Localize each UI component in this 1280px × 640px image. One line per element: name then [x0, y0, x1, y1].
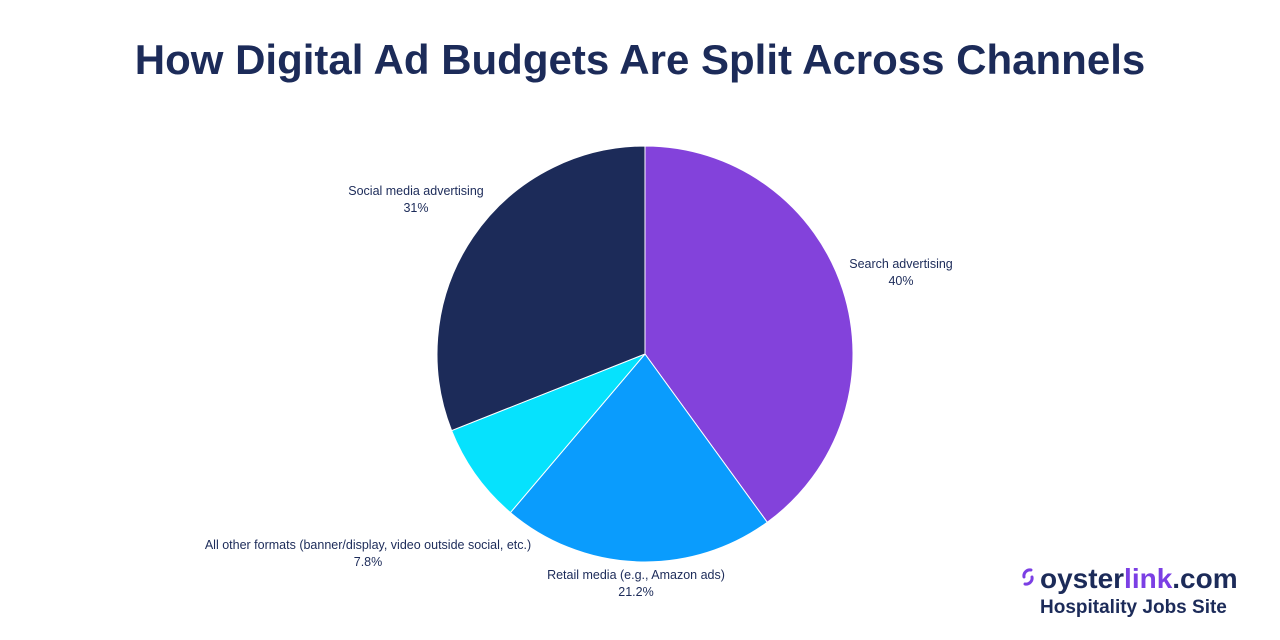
- logo-wordmark-suffix: .com: [1172, 563, 1238, 594]
- slice-label-1: Search advertising: [849, 257, 953, 271]
- chart-title: How Digital Ad Budgets Are Split Across …: [134, 36, 1146, 83]
- slice-value-label-2: 21.2%: [618, 585, 653, 599]
- slice-value-label-3: 7.8%: [354, 555, 383, 569]
- oyster-mark-icon: [1022, 568, 1034, 586]
- logo-wordmark-accent: link: [1124, 563, 1173, 594]
- pie-slice-2: [509, 353, 768, 563]
- pie-slice-1: [644, 145, 854, 523]
- slice-label-2: Retail media (e.g., Amazon ads): [547, 568, 725, 582]
- oysterlink-logo[interactable]: oysterlink.com Hospitality Jobs Site: [1018, 562, 1268, 632]
- logo-wordmark-dark: oyster: [1040, 563, 1125, 594]
- slice-label-3: All other formats (banner/display, video…: [205, 538, 531, 552]
- pie-slice-4: [436, 145, 646, 432]
- slice-value-label-4: 31%: [403, 201, 428, 215]
- slice-label-4: Social media advertising: [348, 184, 484, 198]
- logo-wordmark: oysterlink.com: [1040, 562, 1238, 596]
- pie-slice-3: [450, 353, 646, 514]
- logo-tagline: Hospitality Jobs Site: [1040, 597, 1227, 618]
- slice-value-label-1: 40%: [888, 274, 913, 288]
